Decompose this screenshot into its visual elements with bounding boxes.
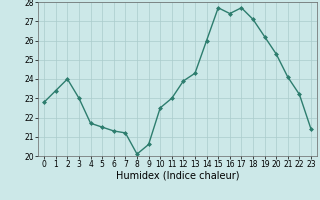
X-axis label: Humidex (Indice chaleur): Humidex (Indice chaleur) bbox=[116, 171, 239, 181]
